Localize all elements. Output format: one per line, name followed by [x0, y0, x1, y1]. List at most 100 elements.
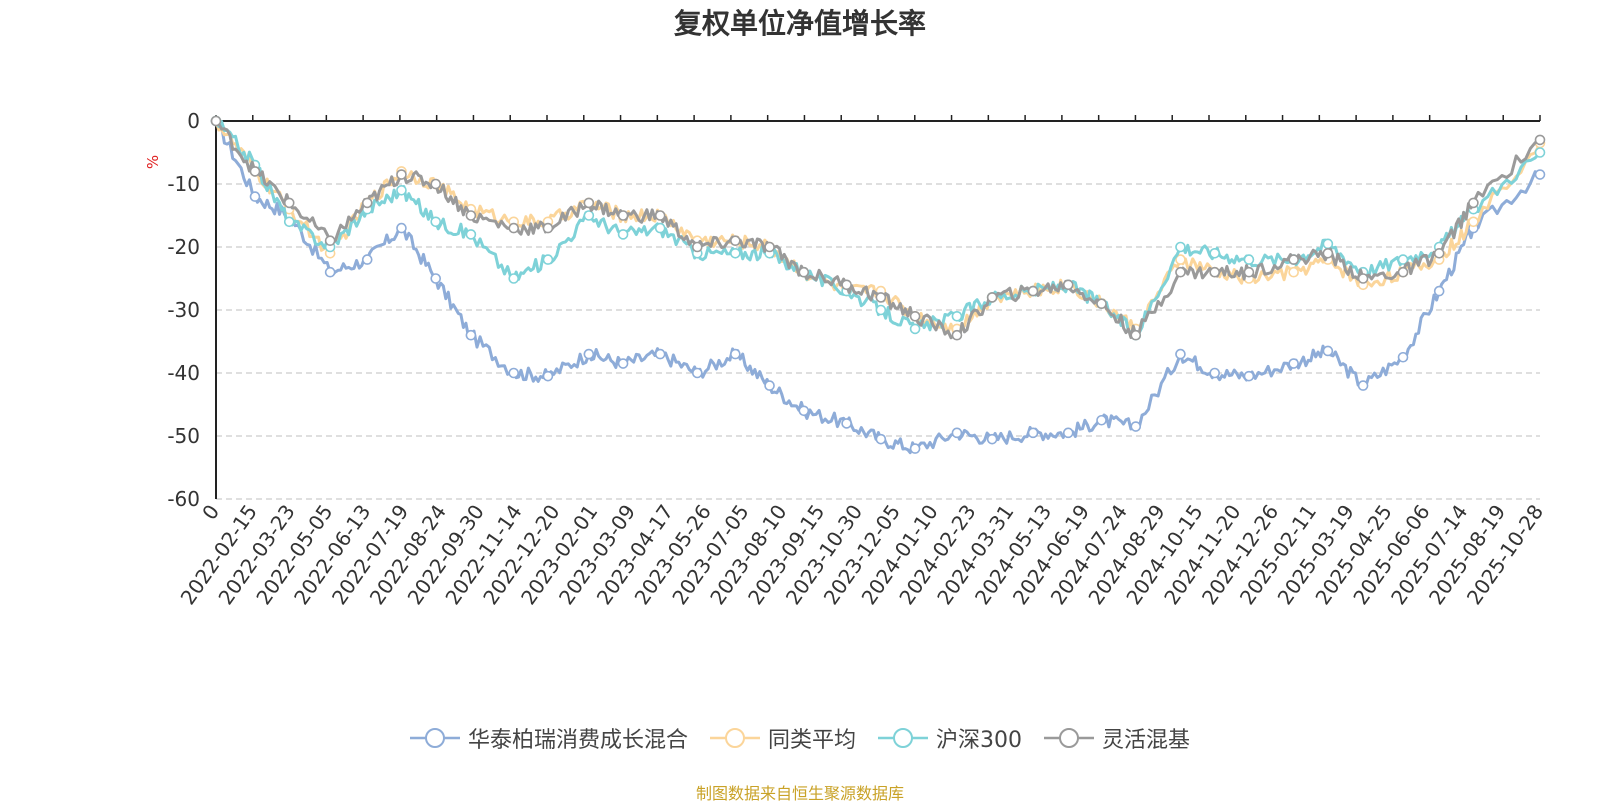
data-point	[1027, 285, 1039, 297]
data-point	[875, 292, 887, 303]
legend-line-icon	[878, 728, 928, 748]
legend-label: 华泰柏瑞消费成长混合	[467, 728, 688, 753]
data-point	[730, 348, 741, 360]
data-point	[1175, 266, 1186, 278]
data-point	[508, 222, 520, 234]
data-point	[465, 329, 477, 341]
data-point	[1130, 421, 1142, 432]
data-point	[1130, 329, 1142, 341]
data-point	[1175, 254, 1186, 265]
data-point	[1433, 285, 1445, 297]
source-note: 制图数据来自恒生聚源数据库	[695, 784, 904, 803]
data-point	[465, 229, 477, 240]
data-point	[249, 191, 261, 202]
data-point	[430, 273, 442, 284]
data-point	[1397, 254, 1409, 265]
data-point	[430, 178, 442, 190]
data-point	[1243, 266, 1255, 278]
data-point	[465, 210, 477, 221]
data-point	[875, 304, 887, 316]
data-point	[1397, 351, 1409, 363]
data-point	[1096, 298, 1107, 310]
data-point	[542, 222, 554, 234]
data-point	[909, 323, 921, 335]
data-point	[1288, 358, 1299, 369]
data-point	[1175, 241, 1186, 253]
legend-line-icon	[709, 728, 760, 748]
legend-label: 同类平均	[767, 728, 856, 753]
y-tick-label: -50	[167, 424, 200, 448]
data-point	[1243, 370, 1255, 382]
data-point	[583, 348, 595, 360]
legend-line-icon	[409, 728, 460, 748]
data-point	[951, 427, 963, 439]
series-line	[214, 119, 1542, 339]
data-point	[986, 433, 998, 445]
legend-item[interactable]: 同类平均	[709, 722, 856, 754]
data-point	[583, 197, 595, 209]
legend: 华泰柏瑞消费成长混合 同类平均 沪深300 灵活混基	[0, 722, 1600, 754]
data-point	[283, 197, 295, 209]
data-point	[324, 235, 336, 246]
series-line	[214, 119, 1541, 340]
data-point	[1027, 427, 1039, 439]
data-point	[1357, 380, 1369, 391]
axis-labels: 0-10-20-30-40-50-60%02022-02-152022-03-2…	[144, 109, 1548, 609]
data-point	[396, 222, 407, 234]
legend-line-icon	[1044, 728, 1094, 748]
data-point	[1175, 348, 1186, 360]
data-point	[730, 235, 741, 246]
data-point	[583, 210, 595, 221]
data-point	[909, 443, 921, 454]
data-point	[1209, 367, 1221, 379]
line-chart: 0-10-20-30-40-50-60%02022-02-152022-03-2…	[144, 109, 1548, 609]
x-tick-label: 0	[197, 500, 224, 524]
data-point	[1288, 266, 1299, 278]
data-point	[841, 279, 852, 291]
data-point	[1062, 279, 1074, 291]
data-point	[361, 197, 373, 209]
data-point	[430, 216, 442, 228]
data-point	[508, 273, 520, 284]
data-point	[542, 370, 554, 382]
data-point	[1397, 266, 1409, 278]
data-point	[283, 216, 295, 228]
data-point	[875, 433, 887, 445]
data-point	[951, 329, 963, 341]
grid-lines	[216, 183, 1540, 500]
data-point	[324, 266, 336, 278]
data-point	[1209, 248, 1221, 259]
data-point	[1534, 169, 1546, 180]
data-point	[542, 254, 554, 265]
y-tick-label: -40	[167, 361, 200, 385]
data-point	[798, 266, 810, 278]
data-point	[617, 229, 629, 240]
data-point	[617, 210, 629, 221]
y-tick-label: -30	[167, 298, 200, 322]
data-point	[1096, 414, 1107, 426]
data-point	[1288, 254, 1299, 265]
legend-label: 灵活混基	[1102, 728, 1191, 753]
data-point	[654, 210, 666, 221]
data-point	[730, 248, 741, 259]
series-lines	[210, 115, 1546, 455]
data-point	[508, 367, 520, 379]
data-point	[1322, 248, 1334, 259]
data-point	[1534, 147, 1546, 158]
data-point	[909, 310, 921, 322]
data-point	[1322, 345, 1334, 357]
series-line	[216, 119, 1541, 455]
data-point	[798, 405, 810, 417]
data-point	[654, 348, 666, 360]
y-tick-label: 0	[187, 109, 200, 133]
legend-item[interactable]: 沪深300	[878, 722, 1022, 754]
data-point	[1209, 266, 1221, 278]
legend-item[interactable]: 华泰柏瑞消费成长混合	[409, 722, 688, 754]
chart-title: 复权单位净值增长率	[673, 7, 926, 40]
data-point	[617, 358, 629, 369]
legend-item[interactable]: 灵活混基	[1044, 722, 1190, 754]
data-point	[654, 222, 666, 234]
y-tick-label: -10	[167, 172, 200, 196]
y-axis-label: %	[144, 155, 162, 169]
data-point	[1468, 216, 1479, 228]
